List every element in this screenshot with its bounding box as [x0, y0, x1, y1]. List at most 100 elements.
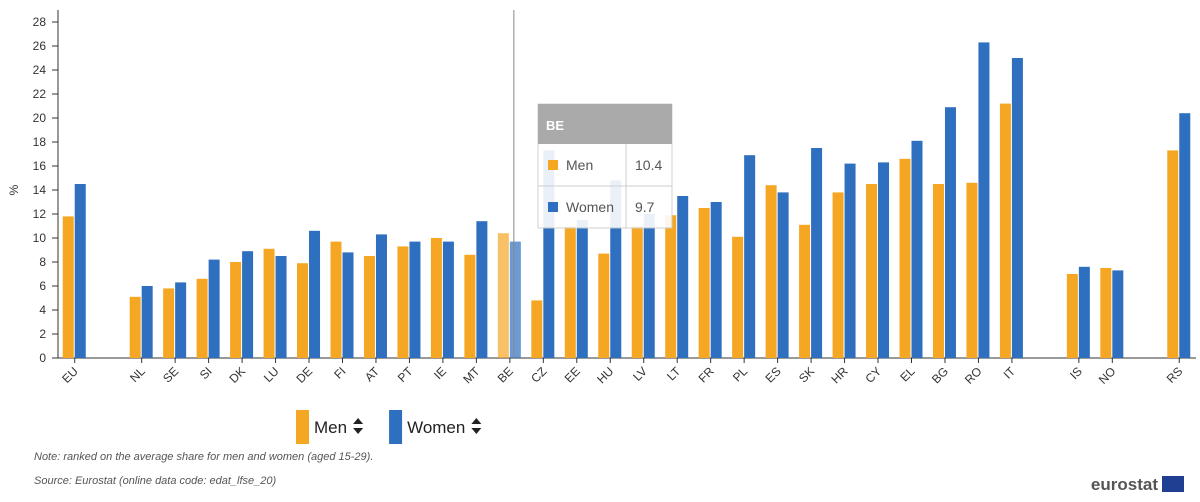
bar[interactable] — [196, 278, 208, 358]
bar[interactable] — [944, 107, 956, 358]
bar[interactable] — [1179, 113, 1191, 358]
bar[interactable] — [74, 184, 86, 358]
bar[interactable] — [966, 182, 978, 358]
bar[interactable] — [677, 196, 689, 358]
bar[interactable] — [330, 241, 342, 358]
x-tick-label: NO — [1096, 364, 1119, 387]
x-tick-label: LT — [664, 364, 684, 384]
bar[interactable] — [263, 248, 275, 358]
bar[interactable] — [297, 263, 309, 358]
x-tick-label: LU — [261, 364, 282, 385]
bar[interactable] — [163, 288, 175, 358]
bar[interactable] — [476, 221, 488, 358]
y-tick-label: 28 — [33, 15, 47, 29]
bar[interactable] — [564, 226, 576, 358]
bar[interactable] — [543, 150, 555, 358]
bar[interactable] — [375, 234, 387, 358]
bar[interactable] — [1066, 274, 1078, 358]
y-tick-label: 22 — [33, 87, 47, 101]
x-tick-label: BE — [495, 364, 516, 385]
x-tick-label: RS — [1164, 364, 1186, 386]
x-tick-label: IS — [1067, 364, 1085, 382]
bar[interactable] — [911, 140, 923, 358]
bar[interactable] — [242, 251, 254, 358]
bar[interactable] — [932, 184, 944, 358]
bar[interactable] — [866, 184, 878, 358]
y-tick-label: 24 — [33, 63, 47, 77]
bar[interactable] — [1167, 150, 1179, 358]
legend-label[interactable]: Men — [314, 418, 347, 437]
bar[interactable] — [899, 158, 911, 358]
bar[interactable] — [744, 155, 756, 358]
bar[interactable] — [777, 192, 789, 358]
x-tick-label: PL — [730, 364, 751, 385]
bar[interactable] — [1112, 270, 1124, 358]
bar[interactable] — [141, 286, 153, 358]
bar[interactable] — [309, 230, 321, 358]
x-tick-label: IT — [1001, 364, 1019, 382]
bar[interactable] — [275, 256, 287, 358]
sort-icon[interactable] — [353, 418, 364, 434]
tooltip-name: Men — [566, 157, 593, 173]
bar[interactable] — [631, 226, 643, 358]
y-tick-label: 8 — [39, 255, 46, 269]
bar[interactable] — [999, 103, 1011, 358]
bar[interactable] — [175, 282, 187, 358]
bar[interactable] — [1078, 266, 1090, 358]
x-tick-label: DK — [227, 364, 249, 386]
legend-swatch[interactable] — [389, 410, 403, 444]
source: Source: Eurostat (online data code: edat… — [34, 475, 276, 487]
bar[interactable] — [878, 162, 890, 358]
bar[interactable] — [643, 214, 655, 358]
bar[interactable] — [576, 220, 588, 358]
bar[interactable] — [430, 238, 442, 358]
bar[interactable] — [531, 300, 543, 358]
x-tick-label: PT — [395, 364, 416, 385]
bar[interactable] — [665, 215, 677, 358]
bar[interactable] — [1100, 268, 1112, 358]
bar[interactable] — [509, 241, 521, 358]
bar[interactable] — [799, 224, 811, 358]
bar[interactable] — [208, 259, 220, 358]
bar[interactable] — [710, 202, 722, 358]
x-tick-label: DE — [293, 364, 315, 386]
bar[interactable] — [497, 233, 509, 358]
bar[interactable] — [832, 192, 844, 358]
x-tick-label: RO — [962, 364, 985, 387]
sort-icon[interactable] — [471, 418, 482, 434]
bar[interactable] — [698, 208, 710, 358]
tooltip-value: 9.7 — [635, 199, 655, 215]
bar[interactable] — [342, 252, 354, 358]
bar[interactable] — [844, 163, 856, 358]
bar[interactable] — [978, 42, 990, 359]
legend-label[interactable]: Women — [407, 418, 465, 437]
x-tick-label: SK — [796, 364, 817, 385]
bar[interactable] — [129, 296, 141, 358]
x-tick-label: IE — [431, 364, 449, 382]
bar[interactable] — [610, 180, 622, 358]
x-tick-label: CZ — [528, 364, 549, 385]
x-tick-label: SE — [160, 364, 181, 385]
x-tick-label: EL — [897, 364, 918, 385]
bar[interactable] — [442, 241, 454, 358]
bar[interactable] — [811, 148, 823, 358]
y-tick-label: 12 — [33, 207, 47, 221]
tooltip-swatch — [548, 202, 558, 212]
bar[interactable] — [397, 246, 409, 358]
bar[interactable] — [62, 216, 74, 358]
bar[interactable] — [409, 241, 421, 358]
bar[interactable] — [598, 253, 610, 358]
y-tick-label: 6 — [39, 279, 46, 293]
bar[interactable] — [765, 185, 777, 358]
bar[interactable] — [464, 254, 476, 358]
bar[interactable] — [230, 262, 242, 358]
legend-swatch[interactable] — [296, 410, 309, 444]
tooltip-value: 10.4 — [635, 157, 662, 173]
x-tick-label: MT — [460, 364, 483, 387]
bar[interactable] — [732, 236, 744, 358]
bar[interactable] — [1011, 58, 1023, 358]
y-tick-label: 2 — [39, 327, 46, 341]
bar[interactable] — [363, 256, 375, 358]
y-axis-label: % — [7, 184, 21, 195]
